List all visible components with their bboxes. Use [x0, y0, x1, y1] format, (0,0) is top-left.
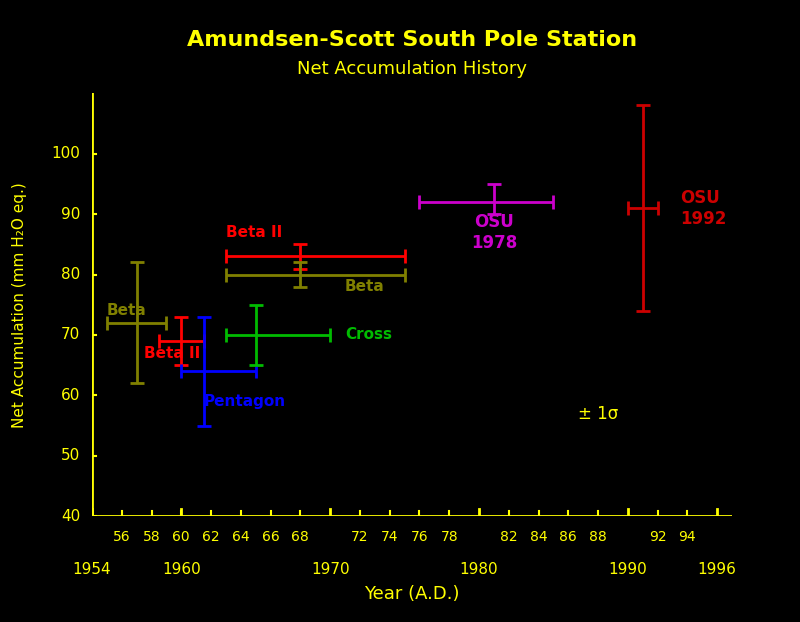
- Text: Beta: Beta: [345, 279, 385, 294]
- Text: 68: 68: [291, 529, 310, 544]
- Text: 74: 74: [381, 529, 398, 544]
- Text: 66: 66: [262, 529, 279, 544]
- Text: Year (A.D.): Year (A.D.): [364, 585, 460, 603]
- Text: 64: 64: [232, 529, 250, 544]
- Text: 92: 92: [649, 529, 666, 544]
- Text: Pentagon: Pentagon: [204, 394, 286, 409]
- Text: 82: 82: [500, 529, 518, 544]
- Text: 94: 94: [678, 529, 696, 544]
- Text: 58: 58: [142, 529, 160, 544]
- Text: 90: 90: [61, 207, 80, 221]
- Text: OSU
1978: OSU 1978: [470, 213, 517, 252]
- Text: 1970: 1970: [311, 562, 350, 577]
- Text: 72: 72: [351, 529, 369, 544]
- Text: Beta II: Beta II: [226, 225, 282, 239]
- Text: Beta: Beta: [107, 304, 146, 318]
- Text: 1960: 1960: [162, 562, 201, 577]
- Text: 1990: 1990: [609, 562, 647, 577]
- Text: 1954: 1954: [73, 562, 111, 577]
- Text: 78: 78: [440, 529, 458, 544]
- Text: 60: 60: [61, 388, 80, 403]
- Text: 60: 60: [173, 529, 190, 544]
- Text: Cross: Cross: [345, 328, 392, 343]
- Text: 88: 88: [589, 529, 607, 544]
- Text: Amundsen-Scott South Pole Station: Amundsen-Scott South Pole Station: [187, 30, 637, 50]
- Text: 84: 84: [530, 529, 547, 544]
- Text: ± 1σ: ± 1σ: [578, 404, 618, 422]
- Text: 100: 100: [51, 146, 80, 161]
- Text: 86: 86: [559, 529, 577, 544]
- Text: Beta II: Beta II: [144, 346, 200, 361]
- Text: Net Accumulation (mm H₂O eq.): Net Accumulation (mm H₂O eq.): [13, 182, 27, 428]
- Text: 70: 70: [61, 328, 80, 343]
- Text: 76: 76: [410, 529, 428, 544]
- Text: 62: 62: [202, 529, 220, 544]
- Text: 40: 40: [61, 509, 80, 524]
- Text: 56: 56: [113, 529, 130, 544]
- Text: 50: 50: [61, 448, 80, 463]
- Text: 1996: 1996: [698, 562, 737, 577]
- Text: OSU
1992: OSU 1992: [680, 188, 726, 228]
- Text: 1980: 1980: [460, 562, 498, 577]
- Text: 80: 80: [61, 267, 80, 282]
- Text: Net Accumulation History: Net Accumulation History: [297, 60, 527, 78]
